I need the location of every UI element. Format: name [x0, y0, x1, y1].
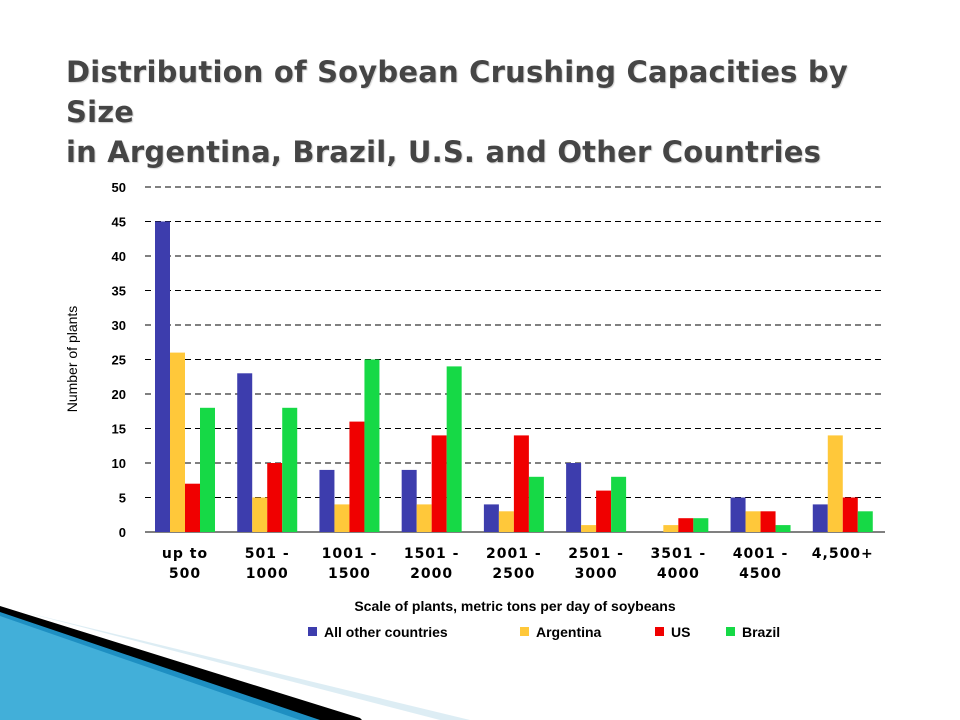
bar	[760, 511, 776, 532]
y-tick-label: 25	[112, 353, 126, 368]
bar	[812, 504, 828, 532]
bars	[155, 221, 873, 532]
bar	[401, 469, 417, 532]
bar	[566, 463, 582, 532]
x-tick-label: 1501 -	[404, 546, 460, 562]
corner-black-stroke	[0, 606, 362, 720]
x-tick-label: 500	[169, 566, 201, 582]
bar	[730, 497, 746, 532]
bar	[200, 407, 215, 532]
bar	[611, 476, 627, 532]
bar	[267, 463, 283, 532]
bar	[334, 504, 350, 532]
y-tick-label: 50	[112, 180, 126, 195]
bar	[483, 504, 499, 532]
x-tick-label: 501 -	[245, 546, 290, 562]
x-tick-label: 2000	[410, 566, 453, 582]
corner-light-wedge	[0, 616, 300, 720]
y-tick-label: 15	[112, 422, 126, 437]
x-tick-label: 3000	[575, 566, 618, 582]
corner-pale-stroke	[20, 611, 470, 720]
bar	[155, 221, 170, 532]
title-line-2: in Argentina, Brazil, U.S. and Other Cou…	[66, 135, 822, 169]
bar	[170, 352, 185, 532]
x-tick-label: 1000	[246, 566, 289, 582]
legend-label: Argentina	[536, 624, 602, 640]
y-axis-title: Number of plants	[64, 306, 80, 413]
y-tick-label: 45	[112, 215, 126, 230]
x-tick-label: 2001 -	[486, 546, 542, 562]
bar	[842, 497, 858, 532]
y-tick-label: 20	[112, 387, 126, 402]
bar	[513, 435, 529, 532]
x-tick-label: 3501 -	[651, 546, 707, 562]
x-tick-label: up to	[162, 546, 208, 562]
y-axis-ticks: 0 5 10 15 20 25 30 35 40 45 50	[112, 180, 126, 540]
bar	[827, 435, 843, 532]
bar	[319, 469, 335, 532]
x-tick-label: 4001 -	[733, 546, 789, 562]
bar	[349, 421, 365, 532]
bar	[775, 525, 791, 532]
slide-title: Distribution of Soybean Crushing Capacit…	[66, 52, 926, 172]
y-tick-label: 35	[112, 284, 126, 299]
legend-label: US	[671, 624, 690, 640]
x-tick-label: 2500	[492, 566, 535, 582]
bar	[857, 511, 873, 532]
legend-swatch	[520, 627, 529, 636]
x-tick-label: 2501 -	[568, 546, 624, 562]
x-tick-label: 1001 -	[322, 546, 378, 562]
y-tick-label: 30	[112, 318, 126, 333]
bar	[678, 518, 694, 532]
y-tick-label: 0	[119, 525, 126, 540]
bar	[663, 525, 679, 532]
x-axis-ticks: up to 500 501 - 1000 1001 - 1500 1501 - 2000 200…	[162, 546, 874, 582]
legend-swatch	[655, 627, 664, 636]
bar	[282, 407, 298, 532]
x-tick-label: 4500	[739, 566, 782, 582]
y-tick-label: 40	[112, 249, 126, 264]
x-tick-label: 4000	[657, 566, 700, 582]
title-line-1: Distribution of Soybean Crushing Capacit…	[66, 55, 848, 129]
bar	[596, 490, 612, 532]
y-tick-label: 10	[112, 456, 126, 471]
bar	[693, 518, 709, 532]
x-axis-title: Scale of plants, metric tons per day of …	[354, 598, 676, 614]
bar	[431, 435, 447, 532]
bar	[498, 511, 514, 532]
bar	[528, 476, 544, 532]
legend-swatch	[726, 627, 735, 636]
legend-swatch	[308, 627, 317, 636]
x-tick-label: 1500	[328, 566, 371, 582]
legend-label: Brazil	[742, 624, 780, 640]
legend-label: All other countries	[324, 624, 448, 640]
bar	[237, 373, 253, 532]
bar	[446, 366, 462, 532]
bar	[416, 504, 432, 532]
bar	[364, 359, 380, 532]
y-tick-label: 5	[119, 491, 126, 506]
corner-decoration	[0, 606, 470, 720]
bar	[581, 525, 597, 532]
x-tick-label: 4,500+	[812, 546, 874, 562]
legend: All other countries Argentina US Brazil	[308, 624, 780, 640]
bar	[252, 497, 268, 532]
bar	[185, 483, 200, 532]
bar	[745, 511, 761, 532]
